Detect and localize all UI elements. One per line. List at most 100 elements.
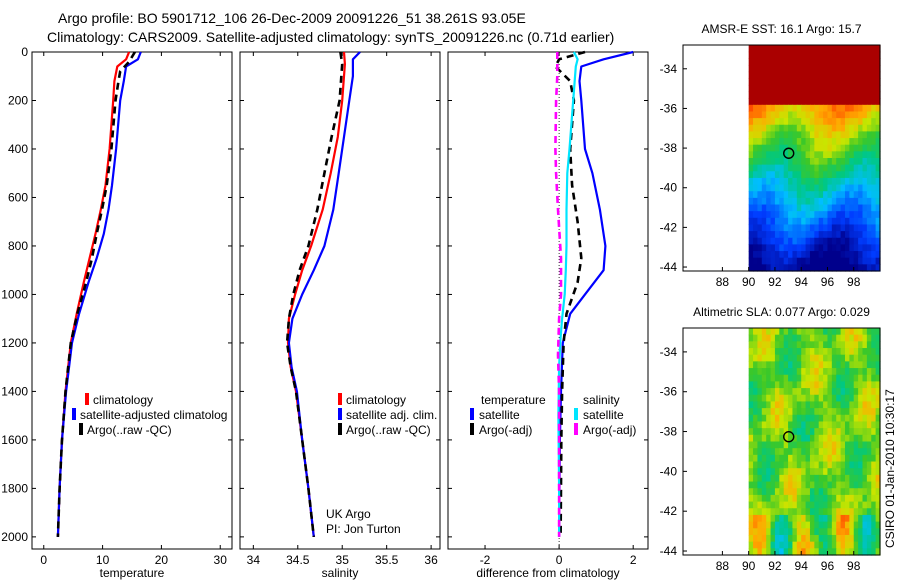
map-cell	[774, 368, 780, 376]
map-cell	[853, 428, 859, 436]
map-cell	[805, 401, 811, 409]
map-cell	[809, 131, 815, 139]
map-cell	[853, 204, 859, 212]
map-cell	[836, 354, 842, 362]
map-cell	[801, 408, 807, 416]
map-cell	[840, 401, 846, 409]
map-cell	[805, 381, 811, 389]
map-cell	[757, 177, 763, 186]
map-cell	[840, 91, 846, 99]
map-cell	[814, 448, 820, 456]
map-cell	[766, 78, 772, 86]
legend-swatch-satellite	[72, 408, 76, 420]
map-cell	[844, 434, 850, 443]
map-cell	[814, 388, 820, 396]
map-cell	[823, 211, 829, 219]
map-cell	[805, 237, 811, 246]
map-cell	[858, 197, 864, 206]
map-cell	[796, 488, 802, 496]
map-cell	[774, 434, 780, 443]
map-cell	[801, 541, 807, 549]
map-cell	[840, 204, 846, 212]
map-cell	[836, 177, 842, 186]
map-cell	[766, 144, 772, 152]
map-cell	[792, 231, 798, 239]
map-cell	[818, 514, 824, 523]
map-cell	[827, 45, 833, 53]
map-cell	[844, 118, 850, 126]
map-cell	[844, 461, 850, 469]
map-cell	[761, 171, 767, 179]
map-cell	[757, 474, 763, 483]
map-cell	[849, 441, 855, 449]
map-cell	[783, 71, 789, 79]
map-cell	[814, 374, 820, 383]
map-cell	[818, 58, 824, 66]
map-cell	[871, 521, 877, 529]
map-cell	[862, 131, 868, 139]
map-cell	[805, 454, 811, 463]
map-cell	[858, 528, 864, 536]
map-cell	[774, 414, 780, 423]
map-cell	[753, 224, 759, 232]
map-cell	[840, 474, 846, 483]
map-cell	[849, 45, 855, 53]
map-cell	[866, 211, 872, 219]
map-cell	[823, 164, 829, 172]
map-cell	[779, 251, 785, 259]
map-cell	[827, 368, 833, 376]
map-cell	[788, 51, 794, 59]
map-cell	[753, 368, 759, 376]
map-cell	[748, 177, 754, 186]
map-cell	[774, 401, 780, 409]
map-cell	[757, 514, 763, 523]
map-cell	[814, 118, 820, 126]
map-cell	[748, 408, 754, 416]
map-cell	[809, 528, 815, 536]
map-cell	[796, 244, 802, 252]
map-cell	[805, 501, 811, 509]
map-cell	[862, 237, 868, 246]
map-cell	[853, 111, 859, 119]
map-cell	[753, 454, 759, 463]
map-cell	[823, 361, 829, 369]
map-cell	[818, 528, 824, 536]
map-cell	[783, 528, 789, 536]
map-cell	[831, 244, 837, 252]
map-cell	[840, 138, 846, 146]
map-cell	[871, 51, 877, 59]
map-cell	[858, 84, 864, 93]
map-cell	[783, 448, 789, 456]
map-cell	[753, 374, 759, 383]
map-cell	[796, 408, 802, 416]
map-cell	[823, 548, 829, 556]
map-cell	[836, 534, 842, 543]
map-cell	[779, 171, 785, 179]
map-cell	[871, 84, 877, 93]
map-cell	[840, 368, 846, 376]
map-cell	[779, 401, 785, 409]
map-cell	[814, 361, 820, 369]
map-cell	[814, 138, 820, 146]
map-cell	[827, 58, 833, 66]
map-cell	[840, 341, 846, 349]
map-cell	[818, 414, 824, 423]
map-cell	[853, 211, 859, 219]
map-cell	[875, 251, 881, 259]
map-cell	[827, 434, 833, 443]
map-cell	[814, 177, 820, 186]
map-cell	[849, 71, 855, 79]
map-cell	[836, 361, 842, 369]
map-cell	[774, 197, 780, 206]
map-cell	[827, 421, 833, 429]
map-cell	[862, 45, 868, 53]
map-cell	[836, 341, 842, 349]
map-cell	[862, 184, 868, 192]
map-cell	[875, 341, 881, 349]
map-cell	[796, 468, 802, 476]
map-cell	[796, 381, 802, 389]
map-cell	[792, 414, 798, 423]
map-cell	[849, 448, 855, 456]
map-cell	[805, 264, 811, 272]
map-cell	[788, 421, 794, 429]
